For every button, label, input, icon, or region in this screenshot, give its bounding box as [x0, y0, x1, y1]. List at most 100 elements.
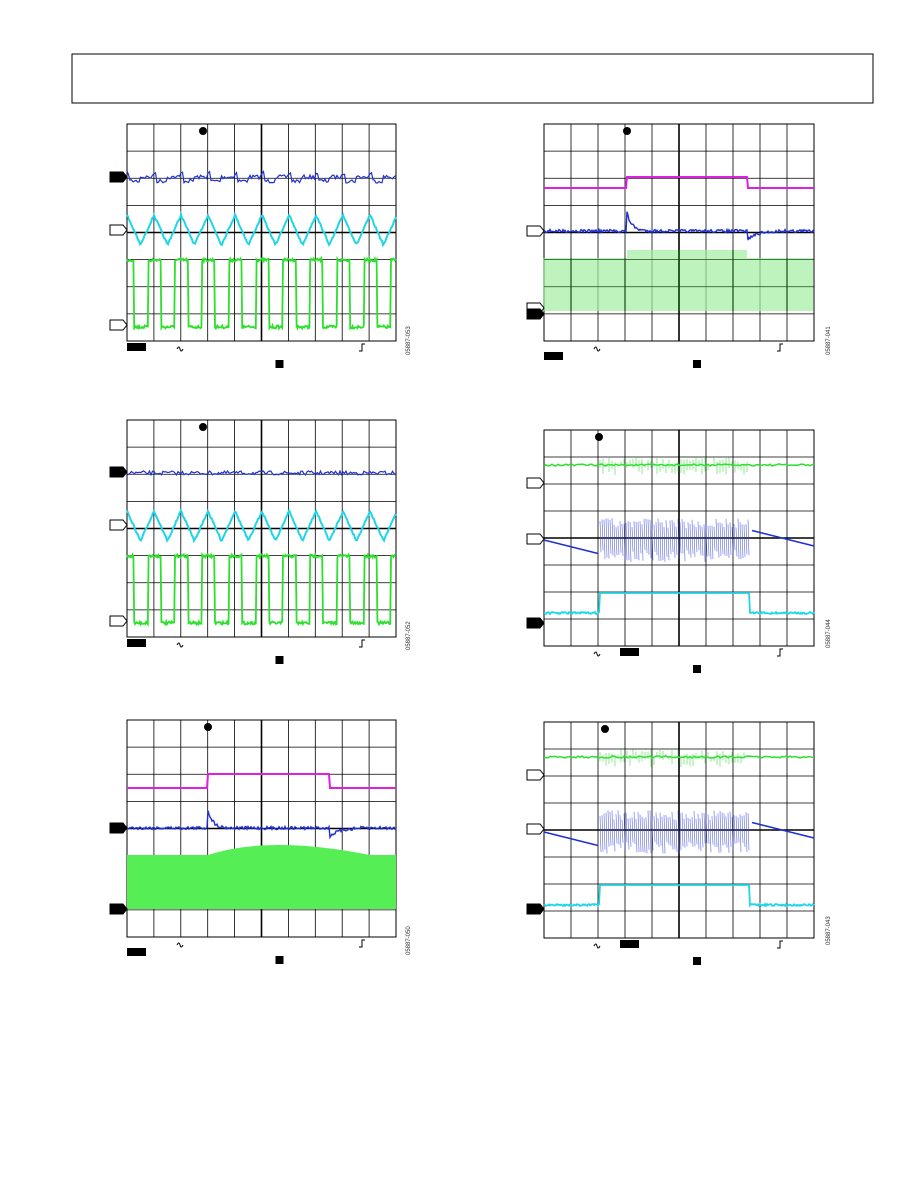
readout-box	[693, 665, 701, 673]
burst	[601, 519, 604, 551]
readout-box	[127, 948, 146, 956]
readout-box	[544, 352, 563, 360]
burst	[687, 522, 690, 555]
burst	[599, 521, 602, 553]
burst	[701, 526, 704, 556]
burst	[633, 811, 636, 844]
burst	[645, 518, 648, 554]
figure-id: 05887-044	[826, 619, 832, 648]
channel-marker	[526, 903, 545, 915]
burst	[621, 523, 624, 556]
trace	[543, 211, 815, 241]
burst	[725, 816, 728, 848]
trace	[543, 831, 599, 847]
burst	[741, 815, 744, 843]
burst	[637, 521, 640, 561]
trace	[127, 773, 396, 789]
burst	[733, 815, 736, 844]
trace	[126, 551, 397, 627]
readout-box	[275, 956, 284, 964]
burst	[731, 817, 734, 851]
burst	[609, 812, 612, 846]
burst	[651, 524, 654, 561]
trace	[126, 469, 396, 477]
trace	[126, 210, 397, 248]
burst	[707, 814, 710, 844]
burst	[677, 810, 680, 854]
burst	[701, 812, 704, 848]
burst	[621, 819, 624, 843]
burst	[689, 523, 692, 558]
burst	[711, 816, 714, 845]
burst	[625, 812, 628, 843]
readout-box	[275, 360, 284, 368]
burst	[733, 523, 736, 551]
coupling-symbol	[593, 346, 601, 352]
burst	[617, 525, 620, 555]
slope-symbol	[777, 343, 783, 352]
burst	[683, 818, 686, 848]
trace	[751, 529, 815, 547]
burst	[729, 522, 732, 555]
readout-box	[127, 639, 146, 647]
burst	[653, 524, 656, 552]
channel-marker	[526, 769, 545, 781]
burst	[673, 819, 676, 850]
burst	[721, 523, 724, 555]
burst	[603, 813, 606, 850]
trace	[543, 884, 815, 908]
burst	[663, 814, 666, 854]
burst	[609, 519, 612, 554]
channel-marker	[109, 903, 128, 915]
burst	[719, 522, 722, 557]
burst	[675, 526, 678, 555]
burst	[625, 522, 628, 561]
burst	[649, 810, 652, 854]
slope-symbol	[777, 648, 783, 657]
burst	[633, 521, 636, 560]
trace	[543, 539, 599, 555]
channel-marker	[526, 823, 545, 835]
burst	[639, 521, 642, 554]
burst	[743, 815, 746, 847]
figure-id: 05887-053	[406, 326, 412, 355]
burst	[723, 813, 726, 845]
burst	[687, 817, 690, 843]
band	[208, 845, 370, 855]
burst	[695, 818, 698, 845]
scope-plot: 05887-050	[109, 719, 412, 964]
trigger-marker	[623, 127, 631, 135]
burst	[691, 816, 694, 847]
burst	[667, 817, 670, 845]
burst	[637, 812, 640, 852]
slope-symbol	[359, 639, 365, 648]
trace	[544, 176, 814, 189]
burst	[695, 527, 698, 553]
scope-plot: 05887-041	[526, 123, 832, 368]
burst	[745, 812, 748, 853]
coupling-symbol	[176, 942, 184, 948]
burst	[679, 522, 682, 554]
channel-marker	[109, 519, 128, 531]
burst	[707, 526, 710, 557]
burst	[677, 519, 680, 560]
burst	[661, 522, 664, 561]
burst	[669, 816, 672, 846]
burst	[703, 524, 706, 562]
trigger-marker	[204, 723, 212, 731]
burst	[729, 811, 732, 847]
burst	[693, 810, 696, 847]
slope-symbol	[359, 939, 365, 948]
burst	[681, 519, 684, 554]
burst	[723, 526, 726, 556]
burst	[649, 519, 652, 559]
trace	[126, 508, 397, 544]
burst	[627, 818, 630, 850]
burst	[675, 819, 678, 853]
burst	[665, 815, 668, 843]
burst	[645, 817, 648, 854]
header-box	[71, 53, 874, 104]
readout-box	[127, 343, 146, 351]
trace	[127, 810, 397, 840]
